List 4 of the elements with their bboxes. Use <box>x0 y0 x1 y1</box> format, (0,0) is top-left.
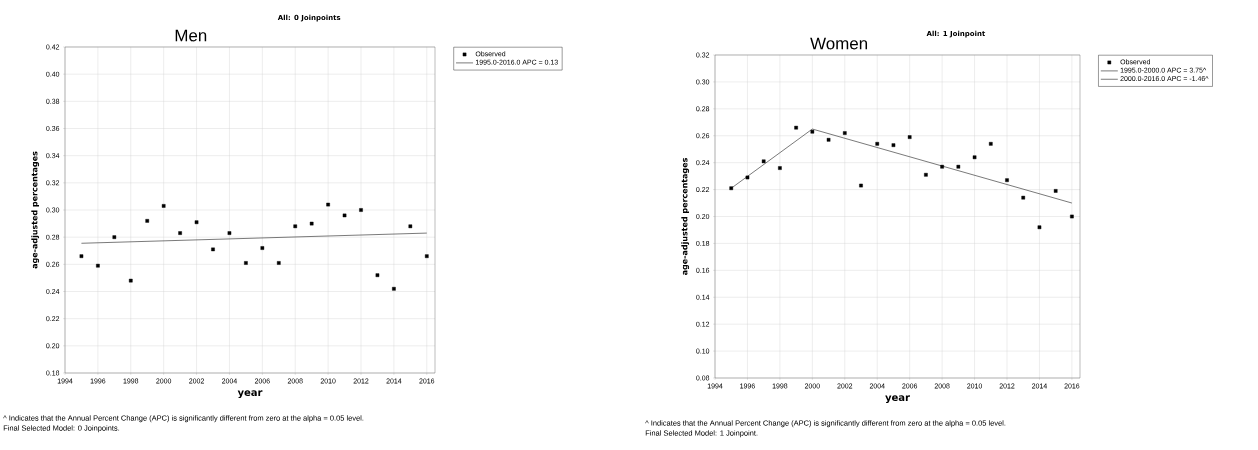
chart-title: Men <box>175 29 207 42</box>
x-axis-title: year <box>885 395 910 404</box>
x-axis-title: year <box>237 390 263 399</box>
chart-title: Women <box>810 37 868 50</box>
